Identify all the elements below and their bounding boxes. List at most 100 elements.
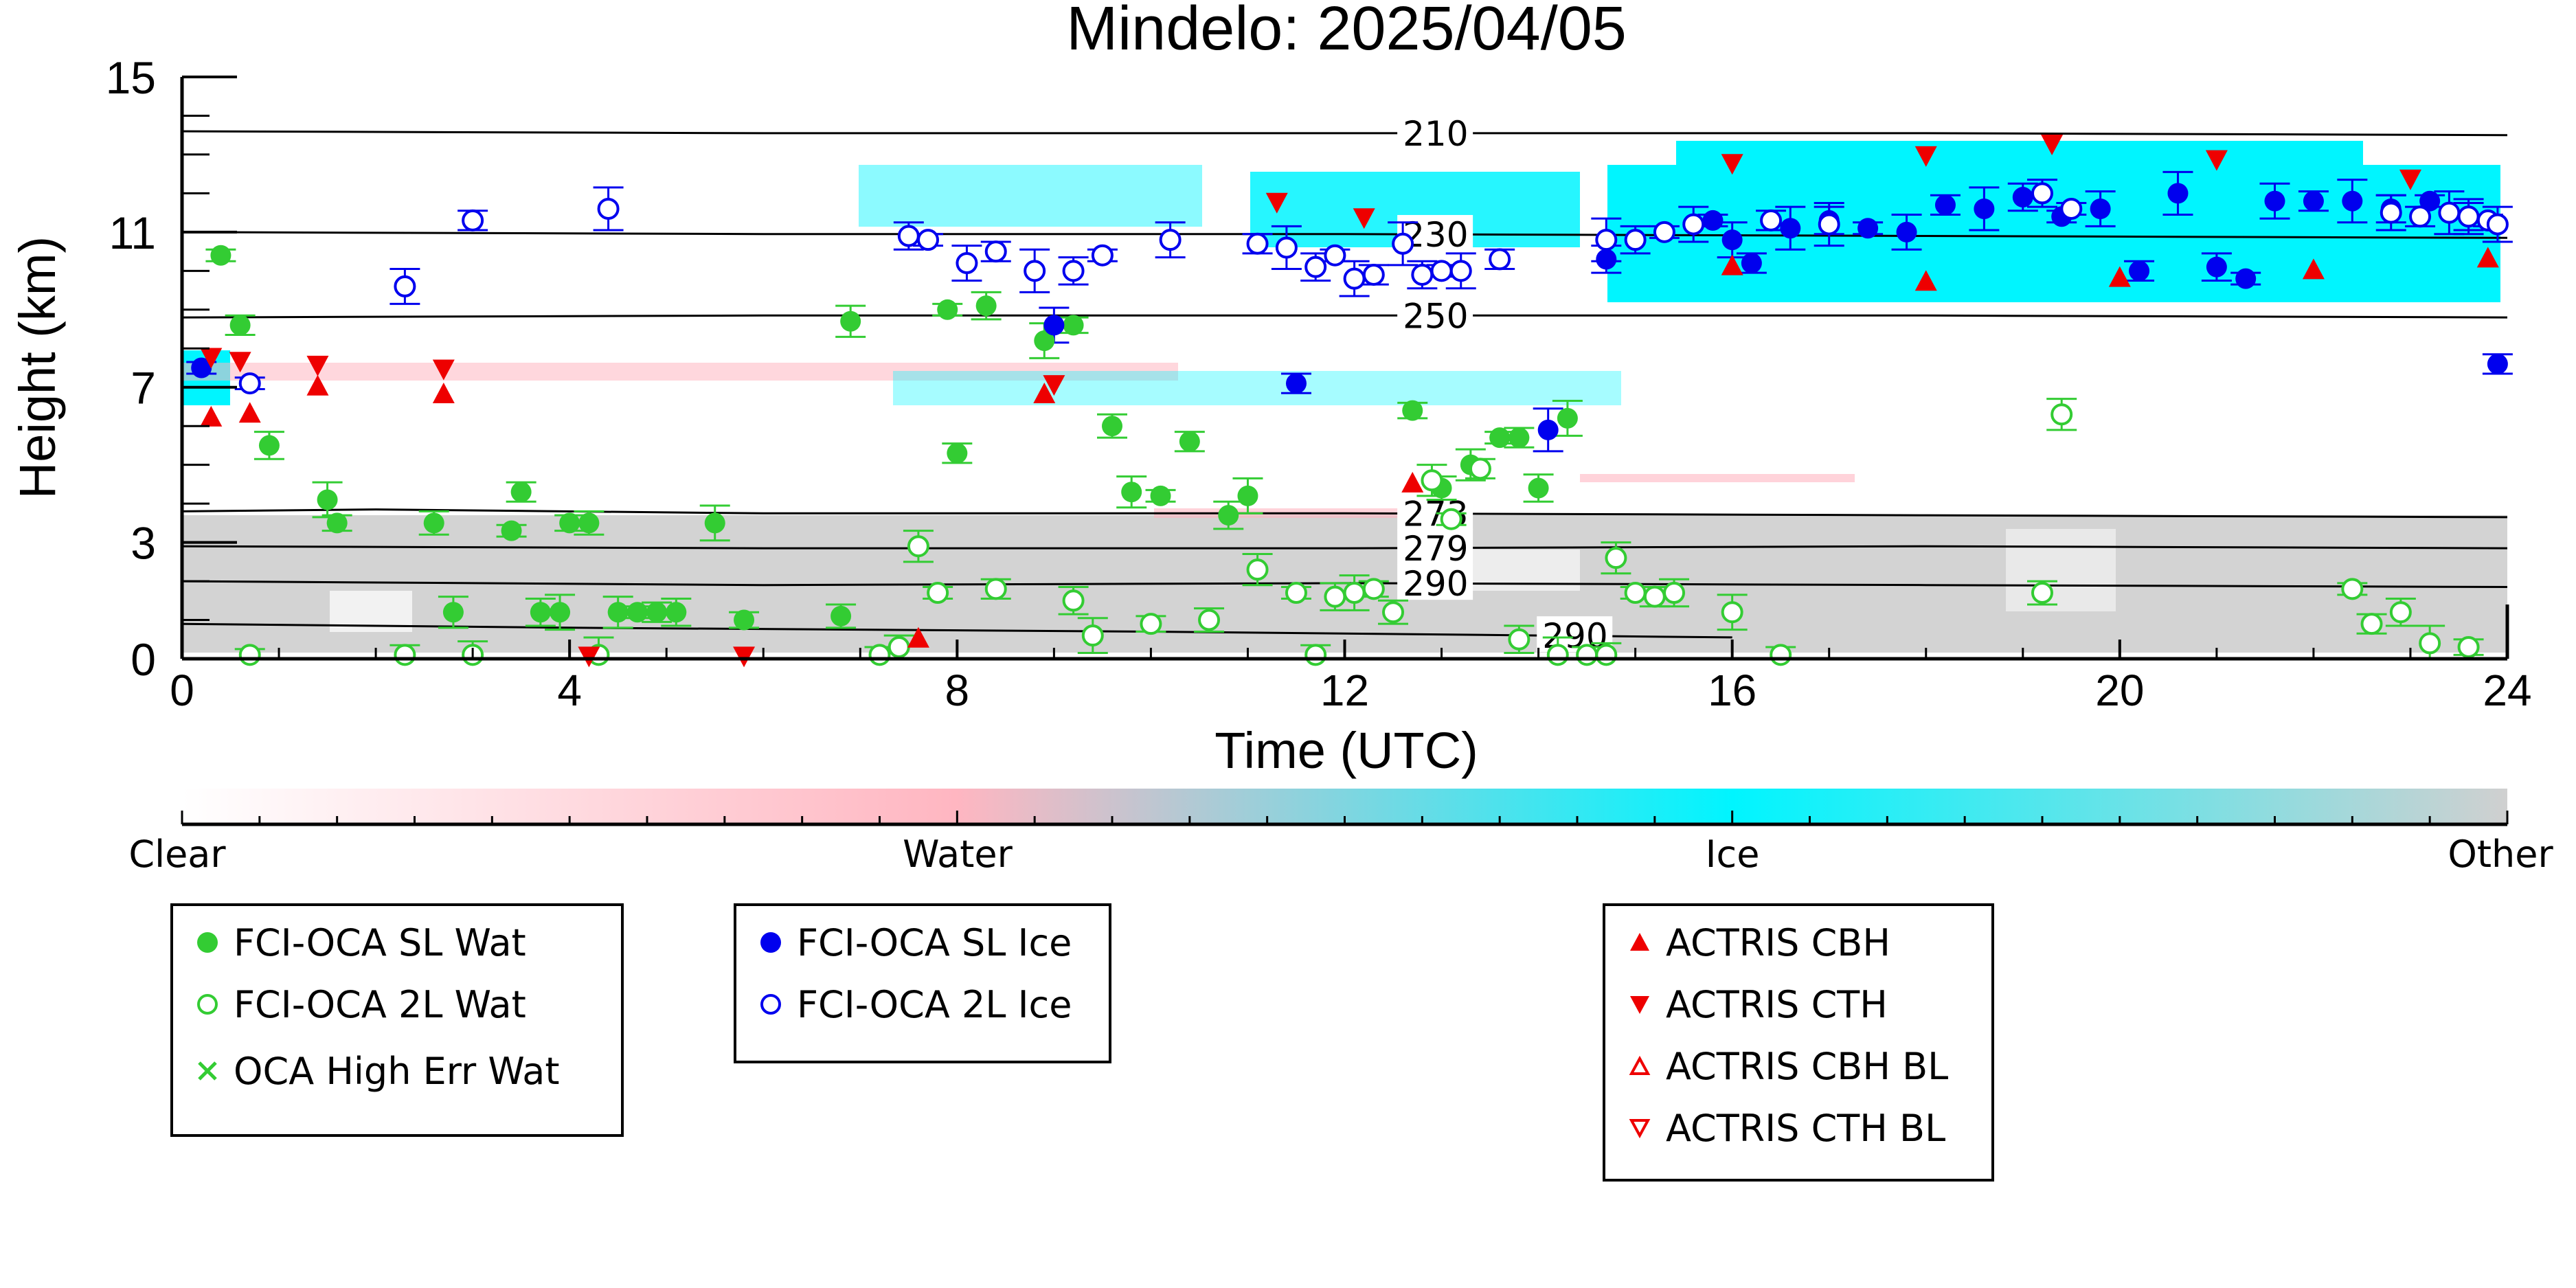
data-point [1682,213,1705,236]
data-point [2457,205,2480,228]
data-point [238,402,261,423]
data-point [1509,427,1530,449]
data-point [1643,585,1666,608]
data-point [975,295,997,317]
data-point [326,512,348,534]
data-point [1546,644,1569,666]
ice-cloud-region-main-top [1676,141,2363,175]
data-point [1934,194,1956,216]
data-point [550,602,571,623]
contour-label: 210 [1403,114,1468,154]
data-point [1198,609,1221,631]
data-point [704,512,725,534]
data-point [1702,210,1724,231]
data-point [927,582,949,605]
data-point [646,602,668,623]
contour-label: 230 [1403,215,1468,255]
legend-label: OCA High Err Wat [234,1049,560,1093]
data-point [2302,258,2325,280]
data-point [734,609,755,631]
data-point [1489,248,1511,271]
data-point [200,405,223,427]
legend-label: ACTRIS CBH BL [1666,1044,1949,1088]
data-point [442,602,464,623]
data-point [191,357,212,379]
data-point [1557,407,1578,429]
legend-label: ACTRIS CBH [1666,920,1890,964]
legend-entry: ACTRIS CTH BL [1620,1106,1946,1150]
data-point [1353,208,1375,229]
data-point [2031,182,2053,205]
colorbar-label-clear: Clear [128,833,226,876]
temperature-contour-line [181,545,2508,550]
data-point [1081,624,1104,647]
data-point [1605,547,1627,569]
legend-label: FCI-OCA 2L Ice [797,982,1072,1026]
colorbar-label-ice: Ice [1706,833,1760,876]
legend-actris: ACTRIS CBH ACTRIS CTH ACTRIS CBH BL ACTR… [1603,903,1994,1182]
x-tick-label: 8 [945,666,970,715]
data-point [2457,636,2480,659]
water-layer-mid [182,363,1178,381]
data-point [626,602,648,623]
data-point [1246,232,1269,255]
data-point [2205,150,2228,171]
data-point [2206,256,2227,278]
data-point [2438,201,2461,224]
x-axis-label: Time (UTC) [1214,722,1478,779]
legend-entry: OCA High Err Wat [188,1049,560,1093]
data-point [2419,632,2441,655]
data-point [501,520,522,541]
data-point [1489,427,1511,449]
data-point [1285,373,1307,394]
data-point [607,602,629,623]
x-tick-label: 16 [1708,666,1756,715]
data-point [2060,197,2083,220]
data-point [2486,213,2509,236]
legend-label: FCI-OCA 2L Wat [234,982,526,1026]
data-point [1537,419,1559,440]
legend-label: FCI-OCA SL Wat [234,920,526,964]
data-point [1246,558,1269,581]
data-point [733,646,756,668]
data-point [1595,229,1618,251]
data-point [1760,209,1783,231]
contour-label: 290 [1403,564,1468,604]
temperature-contour-line [181,231,2508,239]
data-point [559,512,580,534]
data-point [2409,205,2432,228]
data-point [1062,260,1085,282]
data-point [897,225,920,247]
open-triangle-down-icon [1620,1107,1659,1149]
data-point [530,602,551,623]
data-point [597,197,620,220]
data-point [2012,187,2033,208]
data-point [238,372,261,395]
legend-label: ACTRIS CTH BL [1666,1106,1946,1150]
data-point [1440,508,1462,530]
data-point [1362,263,1385,286]
data-point [306,374,329,396]
data-point [510,482,532,503]
data-point [984,240,1007,263]
data-point [2167,183,2189,204]
x-tick-label: 4 [557,666,582,715]
data-point [1401,471,1424,493]
data-point [1770,644,1792,666]
contour-label-background [1397,564,1473,600]
data-point [2031,582,2053,605]
data-point [1343,267,1366,290]
data-point [1508,628,1530,651]
data-point [1159,229,1182,251]
contour-label-background [1397,113,1473,150]
temperature-contour-line [181,130,2508,137]
data-point [956,252,978,275]
data-point [1421,469,1443,492]
data-point [229,352,251,373]
data-point [2090,198,2111,219]
data-point [2380,201,2402,224]
x-tick-label: 0 [170,666,194,715]
data-point [1411,263,1434,286]
x-tick-label: 12 [1320,666,1369,715]
colorbar-label-other: Other [2448,833,2553,876]
